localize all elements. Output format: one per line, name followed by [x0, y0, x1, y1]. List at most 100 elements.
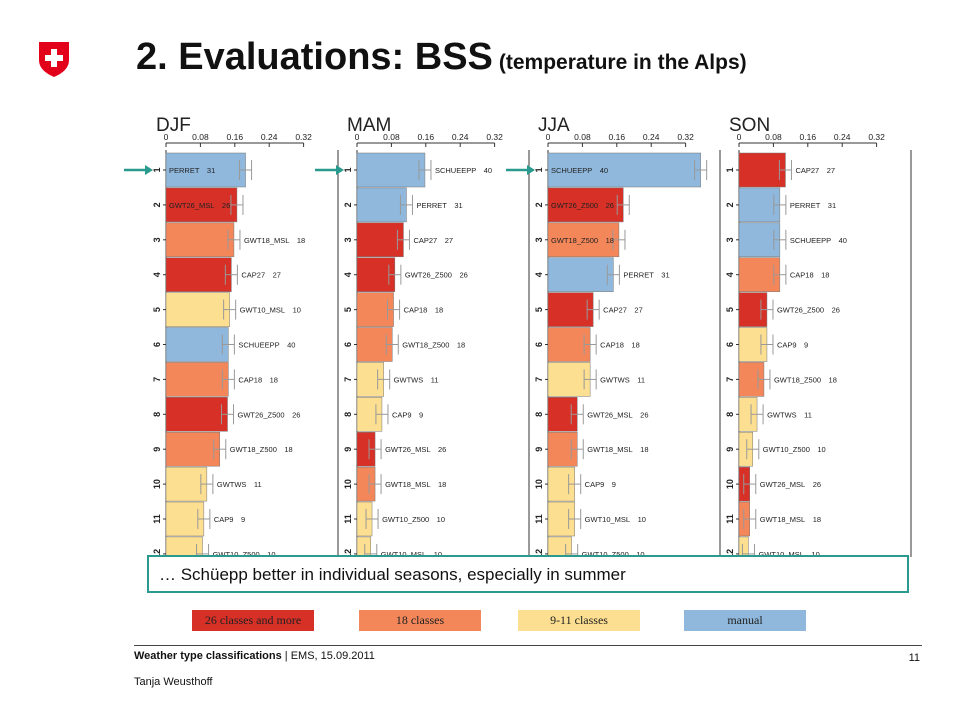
rank-label: 5 — [725, 307, 735, 312]
bar-label: SCHUEEPP 40 — [435, 166, 492, 175]
bar — [356, 187, 407, 223]
x-tick-label: 0.32 — [868, 132, 885, 142]
rank-label: 9 — [534, 447, 544, 452]
rank-label: 8 — [343, 412, 353, 417]
bar-label: GWTWS 11 — [217, 480, 262, 489]
bar-label: PERRET 31 — [790, 201, 836, 210]
rank-label: 12 — [343, 549, 353, 559]
bar-label: PERRET 31 — [416, 201, 462, 210]
bar-label: GWT10_Z500 10 — [213, 550, 276, 559]
bar-label: SCHUEEPP 40 — [790, 236, 847, 245]
rank-label: 1 — [534, 167, 544, 172]
bar — [165, 362, 229, 397]
rank-label: 7 — [534, 377, 544, 382]
bar-label: GWT10_MSL 10 — [585, 515, 646, 524]
bar-label: GWT10_Z500 10 — [582, 550, 645, 559]
bar — [165, 327, 229, 362]
highlight-arrowhead — [145, 165, 153, 175]
bar — [547, 362, 591, 397]
bar-label: GWT10_MSL 10 — [381, 550, 442, 559]
x-tick-label: 0.16 — [227, 132, 244, 142]
bar-label: CAP27 27 — [603, 306, 643, 315]
rank-label: 10 — [343, 479, 353, 489]
rank-label: 12 — [534, 549, 544, 559]
page-title-sub: (temperature in the Alps) — [498, 51, 747, 74]
bar-label: GWT26_MSL 26 — [169, 201, 230, 210]
bar — [165, 292, 230, 327]
bar-label: CAP18 18 — [790, 271, 830, 280]
rank-label: 6 — [534, 342, 544, 347]
highlight-arrowhead — [336, 165, 344, 175]
bar — [547, 327, 591, 362]
rank-label: 9 — [725, 447, 735, 452]
bar-label: SCHUEEPP 40 — [238, 341, 295, 350]
swiss-shield-logo — [39, 42, 69, 77]
bar-label: CAP27 27 — [795, 166, 835, 175]
legend-item-yellow: 9-11 classes — [518, 610, 640, 631]
x-tick-label: 0.16 — [418, 132, 435, 142]
bar-label: GWT10_MSL 10 — [240, 306, 301, 315]
footer-topic: Weather type classifications — [134, 650, 282, 662]
bar-label: PERRET 31 — [623, 271, 669, 280]
bar-label: GWT26_Z500 26 — [777, 306, 840, 315]
legend-item-blue: manual — [684, 610, 806, 631]
bar-label: GWT26_MSL 26 — [385, 445, 446, 454]
rank-label: 4 — [534, 272, 544, 277]
rank-label: 11 — [725, 514, 735, 524]
rank-label: 5 — [152, 307, 162, 312]
highlight-arrowhead — [527, 165, 535, 175]
bar — [165, 466, 208, 502]
rank-label: 4 — [343, 272, 353, 277]
bar-label: GWTWS 11 — [600, 375, 645, 384]
rank-label: 7 — [152, 377, 162, 382]
rank-label: 1 — [725, 167, 735, 172]
rank-label: 1 — [152, 167, 162, 172]
page-title: 2. Evaluations: BSS (temperature in the A… — [136, 36, 747, 79]
rank-label: 8 — [725, 412, 735, 417]
bar-label: GWT26_Z500 26 — [405, 271, 468, 280]
rank-label: 8 — [152, 412, 162, 417]
callout-text: … Schüepp better in individual seasons, … — [159, 565, 626, 584]
bar — [547, 152, 701, 188]
rank-label: 9 — [343, 447, 353, 452]
rank-label: 2 — [534, 202, 544, 207]
bar-label: GWT26_MSL 26 — [587, 410, 648, 419]
rank-label: 2 — [152, 202, 162, 207]
page-number: 11 — [908, 652, 920, 664]
chart-title: DJF — [156, 115, 191, 136]
footer-event-details: | EMS, 15.09.2011 — [281, 650, 375, 662]
bar-label: GWT26_Z500 26 — [551, 201, 614, 210]
rank-label: 8 — [534, 412, 544, 417]
bar-label: CAP9 9 — [392, 410, 423, 419]
bar-label: PERRET 31 — [169, 166, 215, 175]
bar-label: CAP18 18 — [600, 341, 640, 350]
chart-title: SON — [729, 115, 770, 136]
legend-item-red: 26 classes and more — [192, 610, 314, 631]
rank-label: 11 — [534, 514, 544, 524]
x-tick-label: 0.24 — [261, 132, 278, 142]
bar — [547, 292, 594, 327]
legend-item-orange: 18 classes — [359, 610, 481, 631]
bar-label: GWT10_Z500 10 — [382, 515, 445, 524]
bar-label: GWTWS 11 — [767, 410, 812, 419]
rank-label: 3 — [534, 237, 544, 242]
x-tick-label: 0 — [737, 132, 742, 142]
bar — [738, 222, 781, 258]
bar-label: GWT18_Z500 18 — [774, 375, 837, 384]
rank-label: 6 — [343, 342, 353, 347]
x-tick-label: 0.08 — [574, 132, 591, 142]
rank-label: 5 — [534, 307, 544, 312]
bar-label: GWT18_Z500 18 — [551, 236, 614, 245]
x-tick-label: 0.24 — [452, 132, 469, 142]
bar — [738, 152, 786, 188]
bar-label: GWT18_MSL 18 — [385, 480, 446, 489]
bar-label: GWT18_Z500 18 — [402, 341, 465, 350]
rank-label: 5 — [343, 307, 353, 312]
footer-event: Weather type classifications | EMS, 15.0… — [134, 650, 375, 662]
x-tick-label: 0 — [164, 132, 169, 142]
rank-label: 7 — [343, 377, 353, 382]
bar-label: CAP27 27 — [413, 236, 453, 245]
x-tick-label: 0.08 — [765, 132, 782, 142]
